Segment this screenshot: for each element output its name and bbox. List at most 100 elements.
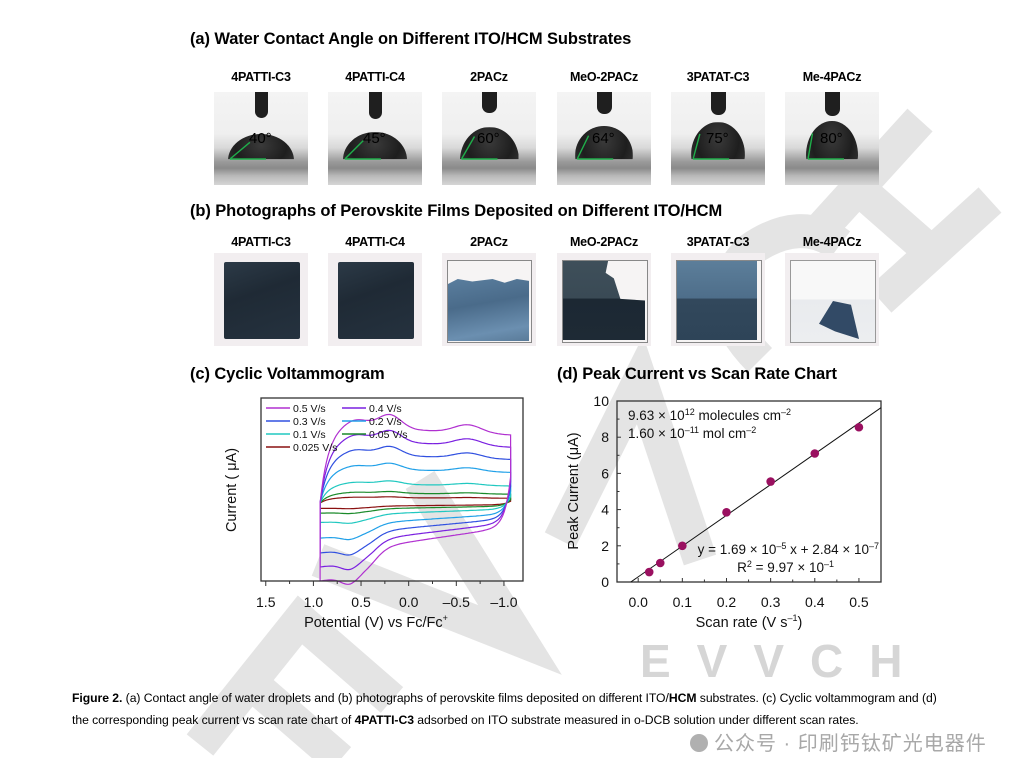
- droplet-photo: 75°: [671, 92, 765, 185]
- droplet-photo: 60°: [442, 92, 536, 185]
- contact-angle-sample-label: 3PATAT-C3: [686, 70, 750, 84]
- cv-curve-0.1Vs: [319, 480, 512, 524]
- cv-plot-frame: [260, 397, 524, 582]
- pk-annotation-molecules: 9.63 × 1012 molecules cm–2: [628, 407, 791, 423]
- caption-figure-label: Figure 2.: [72, 691, 123, 705]
- cv-x-tick-label: –0.5: [443, 594, 470, 610]
- wechat-watermark-text: 公众号 · 印刷钙钛矿光电器件: [714, 733, 987, 755]
- syringe-needle: [596, 92, 612, 114]
- perovskite-film-photo: [214, 253, 308, 346]
- contact-angle-value: 45°: [363, 130, 386, 147]
- pk-x-tick-label: 0.0: [628, 594, 648, 610]
- wechat-logo-icon: [690, 734, 708, 752]
- figure-caption-line-1: Figure 2. (a) Contact angle of water dro…: [72, 687, 937, 709]
- tangent-line: [344, 140, 364, 160]
- cv-x-tick-label: 1.0: [304, 594, 324, 610]
- tangent-line: [576, 135, 590, 160]
- droplet-photo: 80°: [785, 92, 879, 185]
- perovskite-film-photo: [671, 253, 765, 346]
- syringe-needle: [254, 92, 268, 118]
- cv-x-axis-label-main: Potential (V) vs Fc/Fc: [304, 615, 443, 631]
- cv-legend-label: 0.4 V/s: [369, 403, 402, 415]
- cv-curve-0.3Vs: [319, 445, 512, 556]
- cv-legend-label: 0.3 V/s: [293, 416, 326, 428]
- contact-angle-lines: [576, 135, 614, 160]
- pk-y-tick-label: 4: [601, 502, 609, 518]
- cv-x-tick-label: 1.5: [256, 594, 276, 610]
- pk-y-axis-label: Peak Current (μA): [566, 432, 582, 549]
- cv-legend-label: 0.1 V/s: [293, 429, 326, 441]
- syringe-needle: [710, 92, 726, 116]
- contact-angle-value: 60°: [477, 130, 500, 147]
- pk-data-point: [766, 477, 775, 486]
- contact-angle-lines: [344, 140, 381, 160]
- film-sample-label: 4PATTI-C3: [231, 235, 291, 249]
- pk-data-point: [644, 567, 654, 577]
- pk-x-tick-label: 0.4: [805, 594, 825, 610]
- cv-curve-0.4Vs: [319, 429, 512, 571]
- pk-annotation-mol: 1.60 × 10–11 mol cm–2: [628, 425, 756, 441]
- contact-angle-value: 80°: [820, 130, 843, 147]
- caption-line1-part-a: (a) Contact angle of water droplets and …: [122, 691, 669, 705]
- figure-caption-line-2: the corresponding peak current vs scan r…: [72, 709, 859, 731]
- pk-x-tick-label: 0.1: [673, 594, 693, 610]
- caption-line1-bold: HCM: [668, 691, 697, 705]
- pk-x-tick-label: 0.3: [761, 594, 781, 610]
- perovskite-film-photo: [442, 253, 536, 346]
- panel-c-title: (c) Cyclic Voltammogram: [190, 365, 385, 383]
- film-sample-label: 3PATAT-C3: [686, 235, 750, 249]
- contact-angle-sample-label: 4PATTI-C3: [231, 70, 291, 84]
- syringe-needle: [824, 92, 840, 116]
- cv-curve-0.5Vs: [319, 413, 512, 585]
- pk-x-tick-label: 0.2: [717, 594, 737, 610]
- contact-angle-sample-label: 2PACz: [470, 70, 508, 84]
- pk-data-point: [678, 541, 687, 551]
- cv-curve-0.05Vs: [319, 490, 512, 515]
- pk-plot-frame: [616, 400, 882, 583]
- perovskite-film-photo: [785, 253, 879, 346]
- panel-b-title: (b) Photographs of Perovskite Films Depo…: [190, 202, 723, 220]
- pk-x-axis-label: Scan rate (V s–1): [696, 613, 803, 631]
- contact-angle-lines: [460, 136, 498, 160]
- pk-x-tick-label: 0.5: [849, 594, 869, 610]
- publisher-watermark-text: EVVCH: [640, 635, 929, 687]
- pk-y-tick-label: 2: [601, 538, 609, 554]
- peak-current-chart: 0 2 4 6 8 10 0.0 0.1 0.2 0.3 0.4 0.5 9.63 × 1012 mo…: [566, 393, 882, 631]
- pk-fit-equation: y = 1.69 × 10–5 x + 2.84 × 10–7: [698, 541, 879, 557]
- caption-line1-part-b: substrates. (c) Cyclic voltammogram and …: [696, 691, 937, 705]
- syringe-needle: [481, 92, 497, 113]
- pk-data-point: [722, 508, 731, 517]
- caption-line2-bold: 4PATTI-C3: [354, 713, 414, 727]
- contact-angle-value: 64°: [592, 130, 615, 147]
- pk-fit-line-group: [630, 407, 882, 583]
- cv-curves-group: [319, 413, 512, 585]
- cv-x-tick-label: 0.5: [351, 594, 371, 610]
- contact-angle-sample-label: MeO-2PACz: [569, 70, 639, 84]
- tangent-line: [460, 136, 476, 160]
- contact-angle-sample-label: Me-4PACz: [802, 70, 862, 84]
- wechat-watermark: 公众号 · 印刷钙钛矿光电器件: [690, 733, 987, 755]
- cv-x-ticks: 1.5 1.0 0.5 0.0 –0.5 –1.0: [256, 581, 518, 610]
- cv-legend-label: 0.5 V/s: [293, 403, 326, 415]
- cyclic-voltammogram-chart: 1.5 1.0 0.5 0.0 –0.5 –1.0 0.5 V/s 0.4 V/s 0.3 V…: [224, 397, 524, 631]
- panel-a-title: (a) Water Contact Angle on Different ITO…: [190, 30, 632, 48]
- perovskite-film: [338, 262, 414, 339]
- film-sample-label: Me-4PACz: [802, 235, 862, 249]
- droplet-photo: 64°: [557, 92, 651, 185]
- pk-data-point: [810, 449, 820, 458]
- syringe-needle: [368, 92, 382, 119]
- perovskite-film-photo: [328, 253, 422, 346]
- cv-x-tick-label: 0.0: [399, 594, 419, 610]
- pk-data-point: [655, 558, 665, 568]
- cv-legend-label: 0.025 V/s: [293, 442, 337, 454]
- pk-y-tick-label: 6: [601, 465, 609, 481]
- contact-angle-value: 75°: [706, 130, 729, 147]
- caption-line2-part-a: the corresponding peak current vs scan r…: [72, 713, 355, 727]
- cv-x-axis-label: Potential (V) vs Fc/Fc+: [304, 613, 448, 631]
- contact-angle-sample-label: 4PATTI-C4: [345, 70, 405, 84]
- pk-y-tick-label: 10: [593, 393, 609, 409]
- pk-r-squared: R2 = 9.97 × 10–1: [737, 559, 834, 575]
- cv-y-axis-label: Current ( μA): [224, 448, 240, 532]
- film-sample-label: MeO-2PACz: [569, 235, 639, 249]
- perovskite-film: [448, 279, 529, 341]
